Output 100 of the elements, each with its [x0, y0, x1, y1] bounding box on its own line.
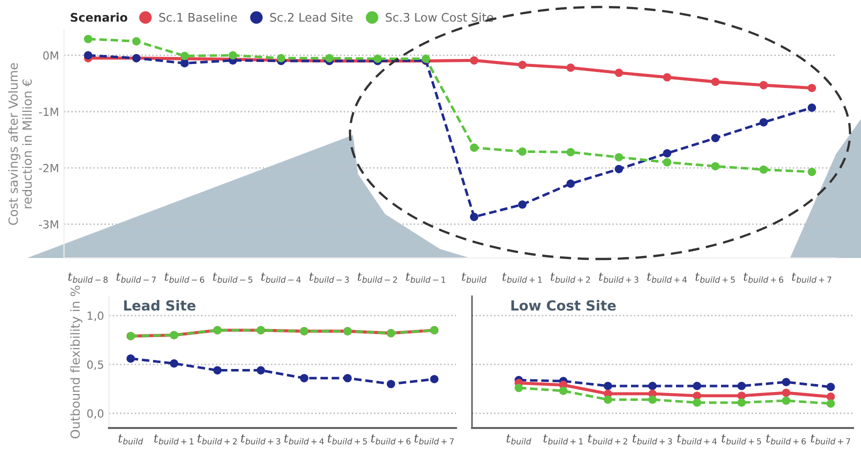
point: [648, 395, 657, 404]
y-tick-label: -2M: [39, 164, 58, 172]
x-tick-label: t$_{build+4}$: [284, 434, 324, 444]
x-tick-label: t$_{build+3}$: [240, 434, 280, 444]
point: [470, 212, 478, 222]
y-tick-label: 0,5: [87, 360, 104, 370]
x-tick-label: t$_{build+3}$: [599, 272, 638, 283]
point: [518, 60, 527, 70]
point: [325, 54, 334, 62]
x-tick-label: t$_{build+6}$: [371, 434, 411, 444]
x-tick-label: t$_{build−1}$: [406, 272, 446, 283]
point: [566, 148, 575, 156]
point: [470, 56, 478, 65]
x-tick-label: t$_{build−6}$: [164, 272, 204, 283]
chart-title: Low Cost Site: [511, 300, 616, 311]
x-tick-label: t$_{build+7}$: [414, 434, 454, 444]
y-axis-title: Cost savings after Volume reduction in Million €: [8, 63, 32, 225]
point: [276, 54, 286, 62]
x-tick-label: t$_{build−2}$: [358, 272, 397, 283]
point: [782, 378, 790, 386]
point: [470, 143, 478, 152]
x-tick-label: t$_{build}$: [462, 272, 487, 283]
point: [692, 392, 702, 400]
point: [518, 200, 527, 209]
x-tick-label: t$_{build+2}$: [588, 434, 628, 444]
point: [343, 374, 352, 382]
x-tick-label: t$_{build+1}$: [544, 434, 583, 444]
point: [614, 164, 624, 174]
point: [826, 392, 835, 401]
point: [692, 398, 702, 407]
point: [180, 59, 189, 68]
x-tick-label: t$_{build+1}$: [502, 272, 542, 283]
point: [213, 366, 222, 374]
x-tick-label: t$_{build+7}$: [810, 434, 850, 444]
point: [559, 386, 568, 396]
point: [170, 359, 178, 368]
point: [808, 168, 816, 176]
point: [180, 52, 189, 60]
legend-label: Sc.2 Lead Site: [270, 12, 353, 22]
x-tick-label: t$_{build−7}$: [116, 272, 156, 283]
point: [808, 104, 816, 112]
x-tick-label: t$_{build+4}$: [647, 272, 687, 283]
x-tick-label: t$_{build+2}$: [198, 434, 237, 444]
chart-title: Lead Site: [124, 300, 196, 311]
point: [604, 382, 612, 390]
x-tick-label: t$_{build−3}$: [310, 272, 349, 283]
point: [711, 134, 720, 142]
x-tick-label: t$_{build+4}$: [677, 434, 717, 444]
y-tick-label: 0,0: [87, 409, 104, 419]
x-tick-label: t$_{build+6}$: [766, 434, 806, 444]
point: [692, 382, 702, 390]
point: [648, 382, 657, 390]
point: [808, 84, 816, 92]
point: [826, 399, 835, 408]
point: [759, 81, 768, 90]
point: [662, 149, 672, 158]
x-tick-label: t$_{build}$: [118, 434, 144, 444]
x-tick-label: t$_{build+1}$: [154, 434, 194, 444]
point: [662, 73, 672, 82]
x-tick-label: t$_{build+6}$: [744, 272, 784, 283]
x-tick-label: t$_{build+5}$: [696, 272, 735, 283]
point: [826, 382, 835, 392]
point: [132, 37, 141, 46]
x-tick-label: t$_{build−5}$: [213, 272, 252, 283]
point: [300, 374, 308, 382]
legend-label: Sc.1 Baseline: [159, 12, 237, 22]
point: [782, 388, 790, 397]
point: [430, 374, 438, 384]
point: [84, 34, 92, 44]
point: [228, 51, 238, 60]
x-tick-label: t$_{build+2}$: [550, 272, 590, 283]
point: [566, 64, 575, 72]
y-axis-title: Outbound flexibility in %: [70, 286, 82, 438]
point: [373, 54, 382, 63]
point: [737, 392, 746, 400]
y-tick-label: -1M: [39, 108, 58, 116]
point: [614, 153, 624, 162]
y-tick-label: -3M: [39, 220, 58, 229]
point: [759, 165, 768, 174]
x-tick-label: t$_{build}$: [506, 434, 532, 444]
y-tick-label: 0M: [43, 51, 58, 60]
x-tick-label: t$_{build−4}$: [261, 272, 301, 283]
legend-label: Sc.3 Low Cost Site: [386, 12, 494, 22]
point: [711, 162, 720, 170]
point: [759, 118, 768, 126]
point: [782, 396, 790, 405]
point: [514, 384, 523, 392]
point: [386, 380, 396, 388]
legend-title: Scenario: [70, 12, 128, 22]
point: [84, 51, 92, 60]
point: [518, 147, 527, 156]
x-tick-label: t$_{build+5}$: [722, 434, 761, 444]
point: [566, 180, 575, 188]
point: [256, 366, 265, 374]
point: [737, 398, 746, 407]
point: [737, 382, 746, 390]
point: [662, 158, 672, 166]
point: [614, 68, 624, 77]
x-tick-label: t$_{build−8}$: [68, 272, 108, 283]
x-tick-label: t$_{build+3}$: [632, 434, 672, 444]
